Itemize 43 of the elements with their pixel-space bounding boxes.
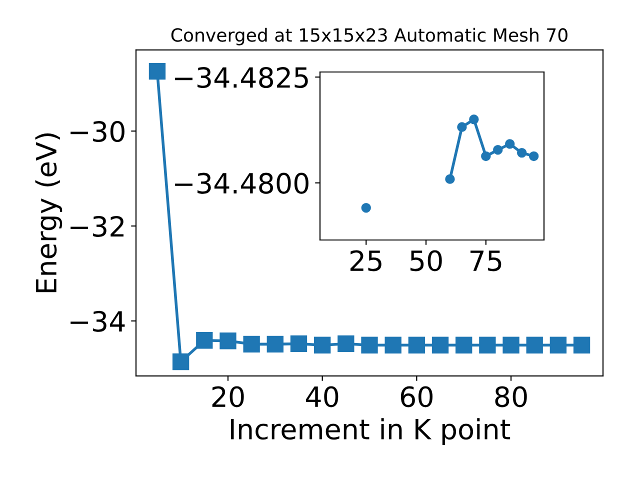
x-tick-label: 60 bbox=[400, 386, 433, 408]
y-tick-label: −34.4825 bbox=[175, 67, 308, 88]
point bbox=[481, 151, 491, 162]
point bbox=[493, 145, 503, 155]
x-tick-label: 75 bbox=[470, 250, 502, 272]
point bbox=[505, 139, 515, 149]
point bbox=[456, 336, 472, 354]
x-tick-label: 50 bbox=[410, 250, 442, 272]
y-tick-label: −34 bbox=[70, 310, 125, 332]
point bbox=[243, 336, 260, 353]
point bbox=[528, 151, 539, 162]
point bbox=[479, 336, 496, 354]
point bbox=[573, 336, 590, 354]
point bbox=[445, 174, 455, 184]
y-axis-title: Energy (eV) bbox=[35, 133, 62, 292]
point bbox=[314, 336, 331, 354]
point bbox=[148, 62, 166, 80]
point bbox=[457, 122, 467, 132]
point bbox=[550, 336, 567, 354]
point bbox=[361, 202, 371, 213]
x-axis-title: Increment in K point bbox=[230, 418, 510, 446]
point bbox=[220, 332, 236, 350]
point bbox=[516, 148, 527, 158]
point bbox=[469, 114, 479, 124]
point bbox=[408, 336, 426, 354]
x-tick-label: 20 bbox=[212, 386, 244, 408]
x-tick-label: 40 bbox=[306, 386, 338, 408]
point bbox=[384, 336, 402, 354]
point bbox=[526, 336, 543, 354]
y-tick-label: −32 bbox=[70, 216, 124, 237]
chart-title: Converged at 15x15x23 Automatic Mesh 70 bbox=[171, 28, 568, 46]
y-tick-label: −30 bbox=[70, 121, 124, 142]
point bbox=[172, 353, 190, 370]
point bbox=[361, 336, 378, 354]
point bbox=[266, 336, 284, 353]
point bbox=[196, 332, 213, 349]
point bbox=[290, 335, 308, 352]
y-tick-label: −34.4800 bbox=[175, 172, 308, 194]
x-tick-label: 80 bbox=[495, 386, 527, 408]
x-tick-label: 25 bbox=[350, 250, 382, 272]
point bbox=[338, 335, 354, 352]
point bbox=[502, 336, 520, 354]
point bbox=[432, 336, 449, 354]
